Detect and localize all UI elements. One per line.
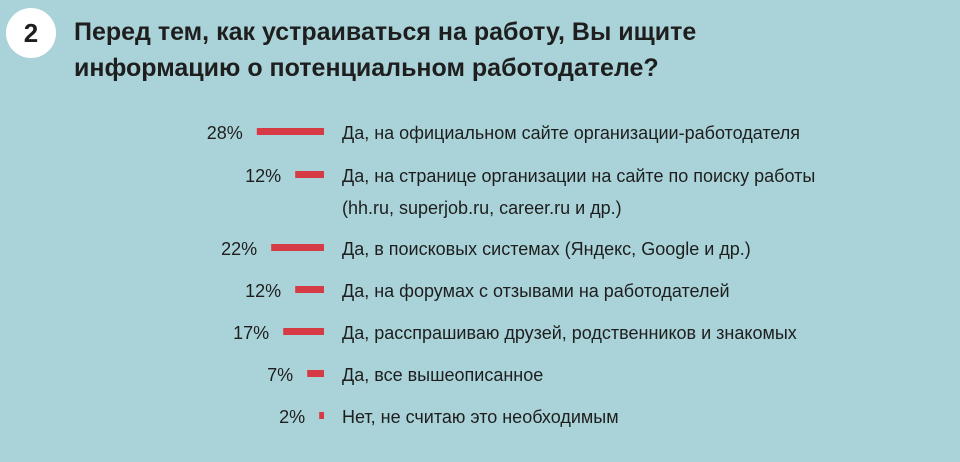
category-label-5: Да, расспрашиваю друзей, родственников и… [342,323,797,343]
value-label-4: 12% [245,281,281,301]
bar-1 [256,128,324,135]
bar-6 [307,370,324,377]
value-label-7: 2% [279,407,305,427]
bar-5 [283,328,324,335]
category-label-2: Да, на странице организации на сайте по … [342,166,815,186]
question-number-badge: 2 [6,8,56,58]
category-label-7: Нет, не считаю это необходимым [342,407,619,427]
value-label-3: 22% [221,239,257,259]
bar-7 [319,412,324,419]
bar-4 [295,286,324,293]
category-label-6: Да, все вышеописанное [342,365,543,385]
question-number: 2 [23,17,39,48]
bar-3 [271,244,324,251]
question-title-line-2: информацию о потенциальном работодателе? [74,54,659,82]
value-label-5: 17% [233,323,269,343]
category-label-2-line-2: (hh.ru, superjob.ru, career.ru и др.) [342,198,622,218]
value-label-6: 7% [267,365,293,385]
category-label-3: Да, в поисковых системах (Яндекс, Google… [342,239,751,259]
category-label-4: Да, на форумах с отзывами на работодател… [342,281,730,301]
value-label-1: 28% [207,123,243,143]
value-label-2: 12% [245,166,281,186]
category-label-1: Да, на официальном сайте организации-раб… [342,123,800,143]
bar-2 [295,171,324,178]
question-title-line-1: Перед тем, как устраиваться на работу, В… [74,18,697,46]
question-title: Перед тем, как устраиваться на работу, В… [74,14,934,86]
